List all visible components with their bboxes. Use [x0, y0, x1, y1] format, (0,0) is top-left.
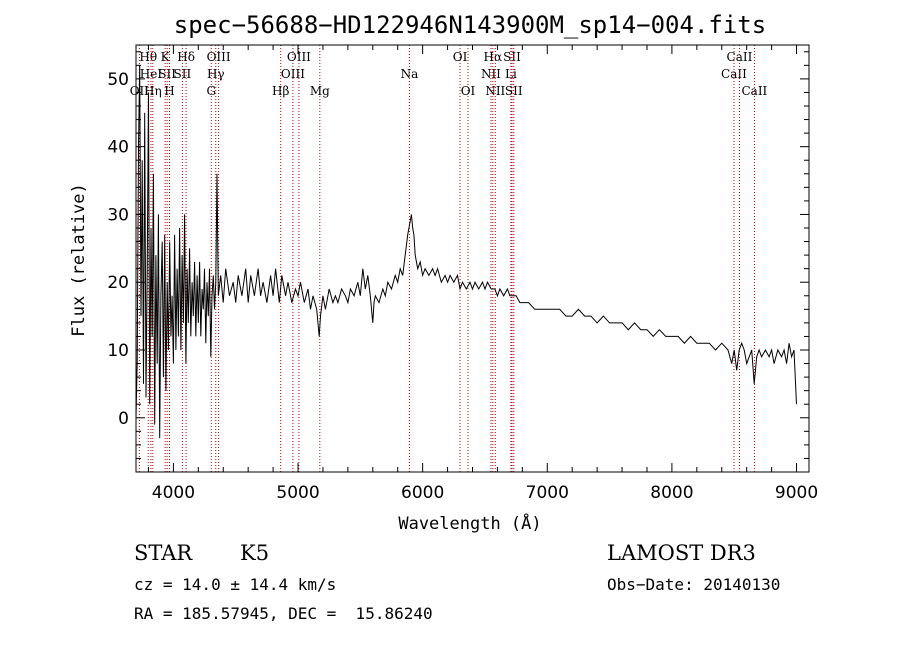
x-tick-label: 8000	[650, 483, 693, 503]
marker-label-20: Hα	[484, 50, 503, 64]
x-tick-label: 5000	[276, 483, 319, 503]
marker-label-19: NII	[481, 67, 501, 81]
marker-label-1: Hθ	[139, 50, 157, 64]
y-axis-label: Flux (relative)	[69, 183, 89, 337]
plot-frame	[135, 44, 810, 473]
coordinates: RA = 185.57945, DEC = 15.86240	[134, 604, 433, 623]
marker-label-9: G	[206, 84, 216, 98]
object-subclass: K5	[240, 541, 270, 565]
y-tick-label: 40	[107, 138, 129, 158]
y-tick-label: 10	[107, 341, 129, 361]
marker-label-3: Hη	[144, 84, 162, 98]
chart-title: spec−56688−HD122946N143900M_sp14−004.fit…	[174, 11, 766, 39]
marker-label-26: CaII	[727, 50, 753, 64]
marker-label-5: SII	[158, 67, 176, 81]
y-tick-label: 0	[118, 409, 129, 429]
marker-label-18: OI	[461, 84, 476, 98]
marker-label-10: Hγ	[207, 67, 225, 81]
spectrum-series-line	[135, 65, 797, 439]
marker-label-11: OIII	[207, 50, 231, 64]
marker-label-21: NII	[485, 84, 505, 98]
redshift-velocity: cz = 14.0 ± 14.4 km/s	[134, 575, 337, 594]
y-tick-label: 30	[107, 205, 129, 225]
marker-label-15: Mg	[310, 84, 330, 98]
marker-label-6: H	[164, 84, 174, 98]
marker-label-2: HeI	[140, 67, 163, 81]
y-tick-label: 50	[107, 70, 129, 90]
emission-line-markers: OIIHθHeIHηKSIIHHδSIIGHγOIIIHβOIIIOIIIMgN…	[130, 45, 768, 472]
marker-label-12: Hβ	[272, 84, 289, 98]
x-tick-label: 9000	[775, 483, 818, 503]
x-tick-label: 6000	[401, 483, 444, 503]
x-tick-label: 4000	[152, 483, 195, 503]
marker-label-25: CaII	[721, 67, 747, 81]
marker-label-24: SII	[505, 84, 523, 98]
survey-name: LAMOST DR3	[607, 541, 756, 565]
x-axis-label: Wavelength (Å)	[398, 512, 541, 534]
marker-label-22: Li	[505, 67, 517, 81]
marker-label-16: Na	[401, 67, 419, 81]
marker-label-17: OI	[453, 50, 468, 64]
marker-label-14: OIII	[287, 50, 311, 64]
marker-label-4: K	[161, 50, 171, 64]
marker-label-13: OIII	[281, 67, 305, 81]
marker-label-7: Hδ	[177, 50, 195, 64]
observation-date: Obs−Date: 20140130	[607, 575, 781, 594]
marker-label-27: CaII	[741, 84, 767, 98]
marker-label-23: SII	[503, 50, 521, 64]
object-class: STAR	[134, 541, 193, 565]
axis-ticks: 4000 5000 6000 7000 8000 9000 0 10 20 30 40 50	[107, 45, 818, 503]
marker-label-8: SII	[174, 67, 192, 81]
y-tick-label: 20	[107, 273, 129, 293]
x-tick-label: 7000	[526, 483, 569, 503]
